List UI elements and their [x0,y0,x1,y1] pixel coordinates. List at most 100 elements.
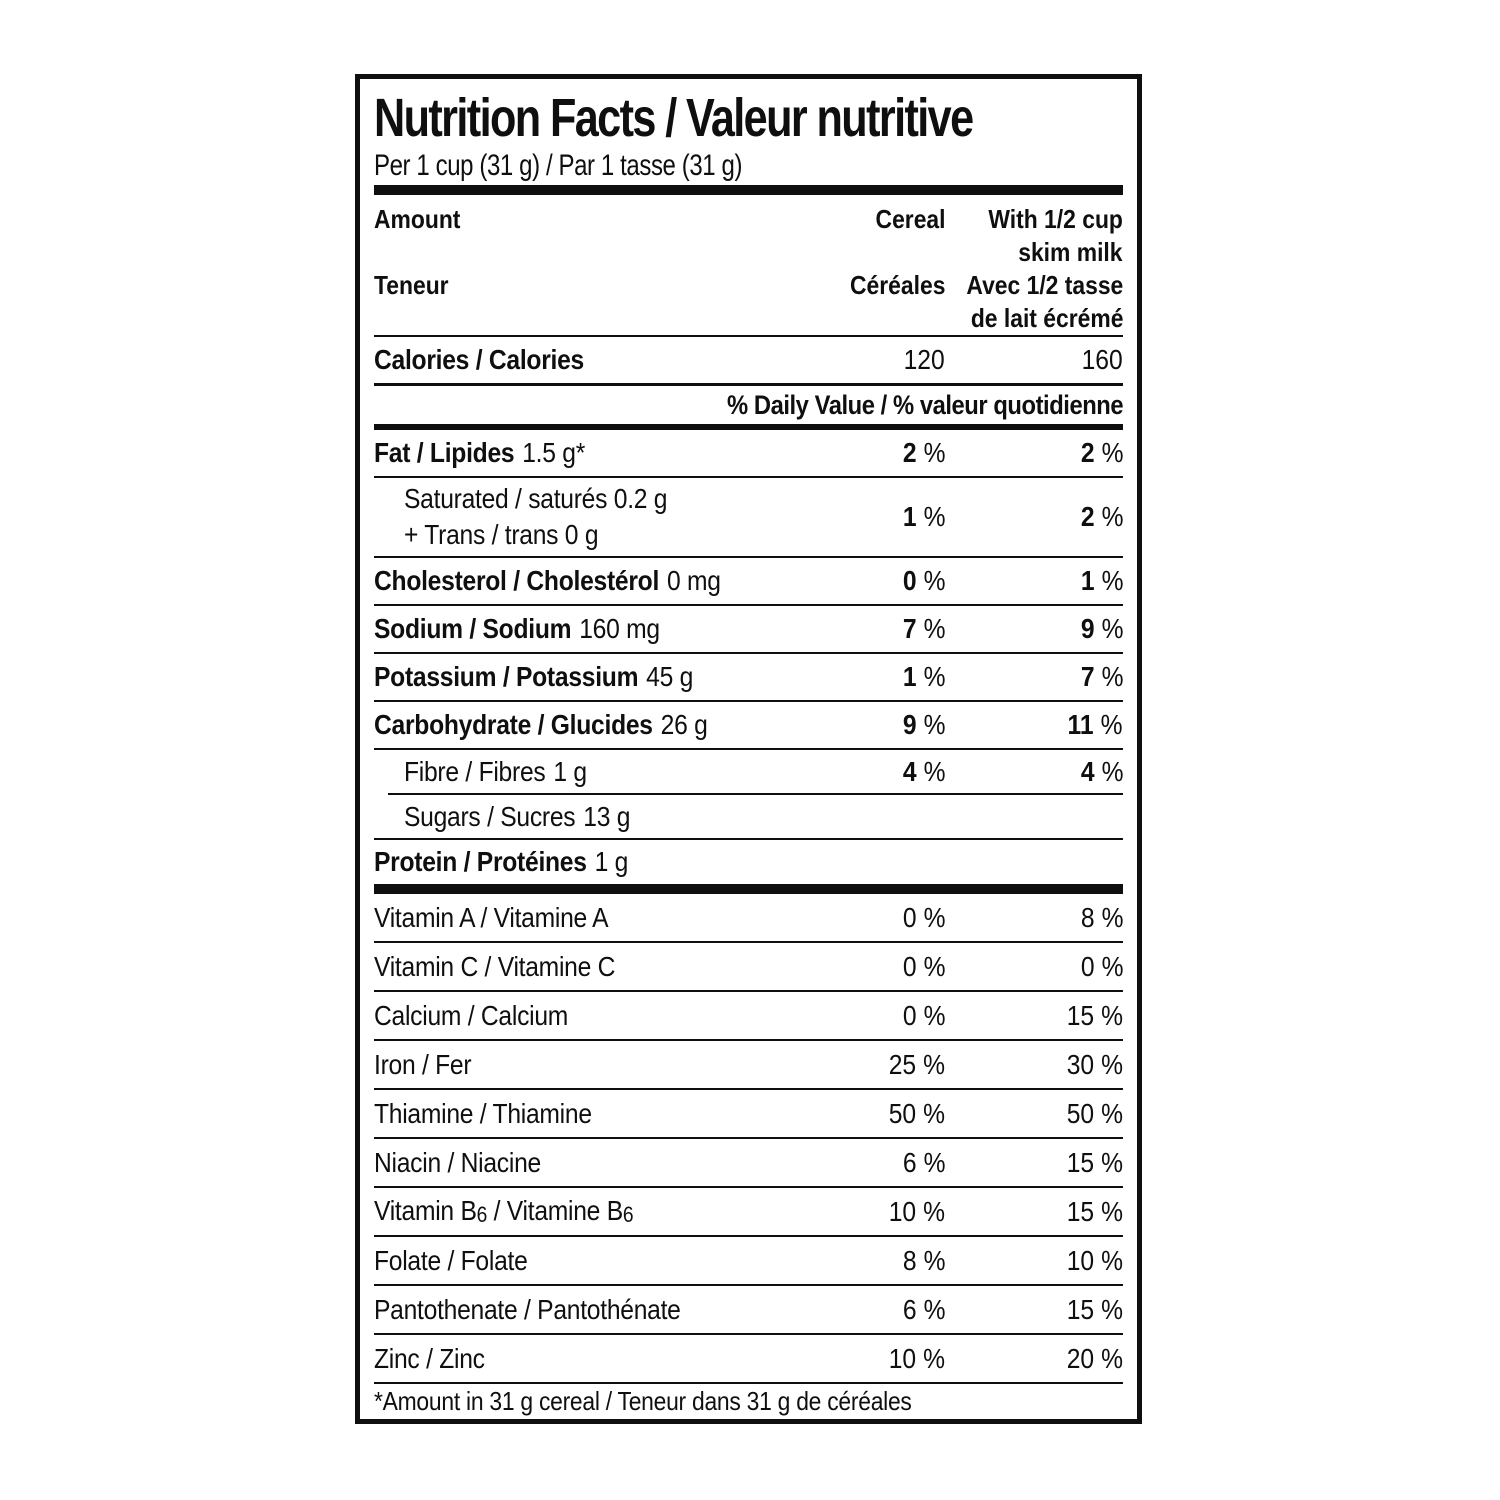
zinc-label: Zinc / Zinc [374,1342,485,1374]
divider [374,748,1123,750]
row-fibre: Fibre / Fibres 1 g 4% 4% [374,750,1123,793]
divider [374,652,1123,654]
nutrition-title-text: Nutrition Facts / Valeur nutritive [374,88,974,148]
calcium-label: Calcium / Calcium [374,999,569,1031]
vitamin-c-cereal-value: 0% [902,950,945,982]
thick-divider-top [374,185,1123,195]
daily-value-header: % Daily Value / % valeur quotidienne [726,390,1124,420]
calories-milk-value: 160 [1081,344,1123,375]
nutrition-title: Nutrition Facts / Valeur nutritive [374,91,1123,149]
carbohydrate-milk-value: 11% [1067,709,1123,740]
footnote-text: *Amount in 31 g cereal / Teneur dans 31 … [374,1386,912,1416]
iron-milk-value: 30% [1066,1048,1123,1080]
divider [374,1137,1123,1139]
divider [374,556,1123,558]
thiamine-milk-value: 50% [1066,1097,1123,1129]
fat-milk-value: 2% [1080,437,1123,468]
divider [374,476,1123,478]
niacin-label: Niacin / Niacine [374,1146,541,1178]
row-iron: Iron / Fer 25% 30% [374,1041,1123,1088]
row-pantothenate: Pantothenate / Pantothénate 6% 15% [374,1286,1123,1333]
divider [374,1284,1123,1286]
sodium-cereal-value: 7% [902,613,945,644]
row-calories: Calories / Calories 120 160 [374,337,1123,383]
row-vitamin-a: Vitamin A / Vitamine A 0% 8% [374,894,1123,941]
sodium-milk-value: 9% [1080,613,1123,644]
zinc-milk-value: 20% [1066,1342,1123,1374]
nutrition-facts-panel: Nutrition Facts / Valeur nutritive Per 1… [355,74,1142,1424]
serving-size-text: Per 1 cup (31 g) / Par 1 tasse (31 g) [374,149,743,182]
column-headers: Amount Cereal With 1/2 cup skim milk Ten… [374,203,1123,335]
divider [374,335,1123,337]
niacin-cereal-value: 6% [902,1146,945,1178]
divider [374,838,1123,840]
vitamin-b6-cereal-value: 10% [888,1195,945,1227]
row-carbohydrate: Carbohydrate / Glucides 26 g 9% 11% [374,702,1123,748]
row-folate: Folate / Folate 8% 10% [374,1237,1123,1284]
column-header-line-1: Amount Cereal With 1/2 cup [374,203,1123,236]
row-thiamine: Thiamine / Thiamine 50% 50% [374,1090,1123,1137]
row-vitamin-c: Vitamin C / Vitamine C 0% 0% [374,943,1123,990]
cholesterol-label: Cholesterol / Cholestérol 0 mg [374,565,721,596]
serving-size: Per 1 cup (31 g) / Par 1 tasse (31 g) [374,149,1123,185]
pantothenate-milk-value: 15% [1066,1293,1123,1325]
vitamin-c-label: Vitamin C / Vitamine C [374,950,616,982]
carbohydrate-cereal-value: 9% [902,709,945,740]
divider [374,941,1123,943]
row-potassium: Potassium / Potassium 45 g 1% 7% [374,654,1123,700]
cholesterol-cereal-value: 0% [902,565,945,596]
sodium-label: Sodium / Sodium 160 mg [374,613,660,644]
divider [374,700,1123,702]
divider [374,1088,1123,1090]
milk-column-label-en-line2: skim milk [1018,237,1123,267]
row-sodium: Sodium / Sodium 160 mg 7% 9% [374,606,1123,652]
folate-label: Folate / Folate [374,1244,528,1276]
row-cholesterol: Cholesterol / Cholestérol 0 mg 0% 1% [374,558,1123,604]
column-header-line-4: de lait écrémé [374,302,1123,335]
saturated-cereal-value: 1% [902,501,945,532]
divider [374,604,1123,606]
saturated-trans-label: Saturated / saturés 0.2 g + Trans / trans… [404,483,668,550]
vitamin-a-label: Vitamin A / Vitamine A [374,901,609,933]
carbohydrate-label: Carbohydrate / Glucides 26 g [374,709,708,740]
thiamine-cereal-value: 50% [888,1097,945,1129]
fat-cereal-value: 2% [902,437,945,468]
divider [374,383,1123,386]
zinc-cereal-value: 10% [888,1342,945,1374]
calcium-cereal-value: 0% [902,999,945,1031]
divider [374,1186,1123,1188]
pantothenate-cereal-value: 6% [902,1293,945,1325]
vitamin-c-milk-value: 0% [1080,950,1123,982]
divider [374,1333,1123,1335]
fibre-label: Fibre / Fibres 1 g [404,755,587,787]
divider [388,793,1123,795]
vitamin-b6-milk-value: 15% [1066,1195,1123,1227]
calories-label: Calories / Calories [374,344,585,375]
divider [374,1235,1123,1237]
protein-label: Protein / Protéines 1 g [374,846,629,877]
column-header-line-3: Teneur Céréales Avec 1/2 tasse [374,269,1123,302]
row-fat: Fat / Lipides 1.5 g* 2% 2% [374,430,1123,476]
cereal-column-label-fr: Céréales [849,270,945,300]
thick-divider-protein [374,884,1123,894]
potassium-cereal-value: 1% [902,661,945,692]
potassium-label: Potassium / Potassium 45 g [374,661,694,692]
niacin-milk-value: 15% [1066,1146,1123,1178]
milk-column-label-fr-line1: Avec 1/2 tasse [966,270,1123,300]
medium-divider [374,424,1123,430]
amount-column-label-en: Amount [374,204,461,234]
divider [374,1039,1123,1041]
vitamin-a-milk-value: 8% [1080,901,1123,933]
thiamine-label: Thiamine / Thiamine [374,1097,592,1129]
daily-value-header-row: % Daily Value / % valeur quotidienne [374,386,1124,424]
fat-label: Fat / Lipides 1.5 g* [374,437,586,468]
folate-milk-value: 10% [1066,1244,1123,1276]
row-zinc: Zinc / Zinc 10% 20% [374,1335,1123,1382]
column-header-line-2: skim milk [374,236,1123,269]
divider [374,990,1123,992]
vitamin-a-cereal-value: 0% [902,901,945,933]
iron-label: Iron / Fer [374,1048,472,1080]
fibre-cereal-value: 4% [902,755,945,787]
calcium-milk-value: 15% [1066,999,1123,1031]
iron-cereal-value: 25% [888,1048,945,1080]
